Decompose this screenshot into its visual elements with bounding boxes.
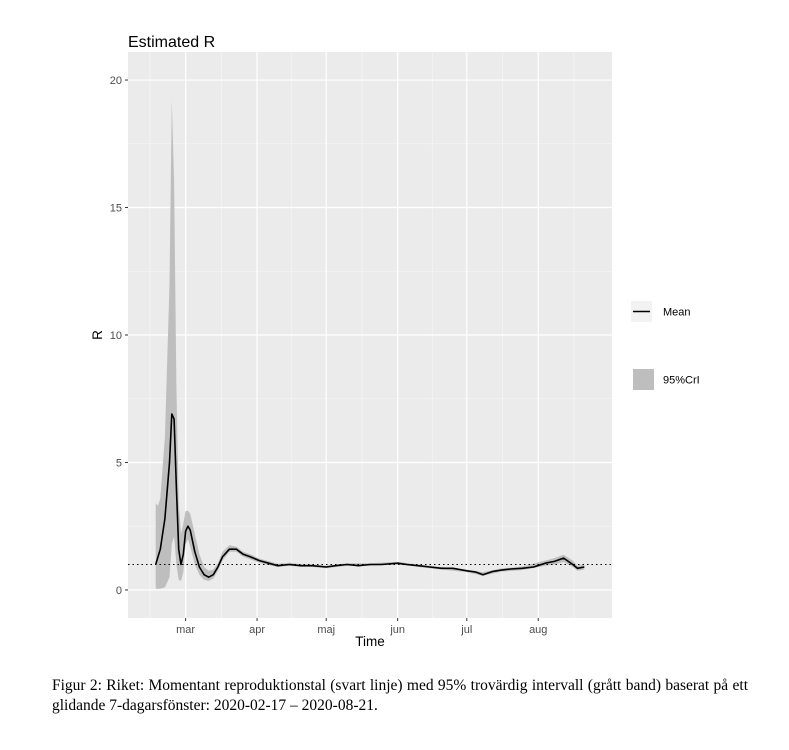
mean-line [154,413,585,578]
y-axis-label: R [90,330,105,340]
x-tick-label: jun [389,624,405,636]
figure-caption: Figur 2: Riket: Momentant reproduktionst… [52,677,748,714]
y-tick-label: 5 [116,457,122,469]
y-axis-ticks: 0 5 10 15 20 [110,75,128,597]
y-tick-label: 15 [110,203,122,215]
y-tick-label: 10 [110,330,122,342]
legend: Mean 95%CrI [631,301,700,390]
x-axis-label: Time [355,634,385,649]
x-tick-label: jul [460,624,472,636]
legend-band-swatch [633,369,654,390]
y-tick-label: 20 [110,75,122,87]
x-tick-label: maj [317,624,335,636]
legend-label-crl: 95%CrI [663,375,700,387]
legend-label-mean: Mean [663,307,691,319]
x-tick-label: apr [249,624,265,636]
y-tick-label: 0 [116,585,122,597]
major-gridlines [128,52,612,618]
x-tick-label: mar [176,624,195,636]
x-tick-label: aug [529,624,547,636]
chart-title: Estimated R [128,34,215,51]
x-axis-ticks: mar apr maj jun jul aug [176,618,547,636]
